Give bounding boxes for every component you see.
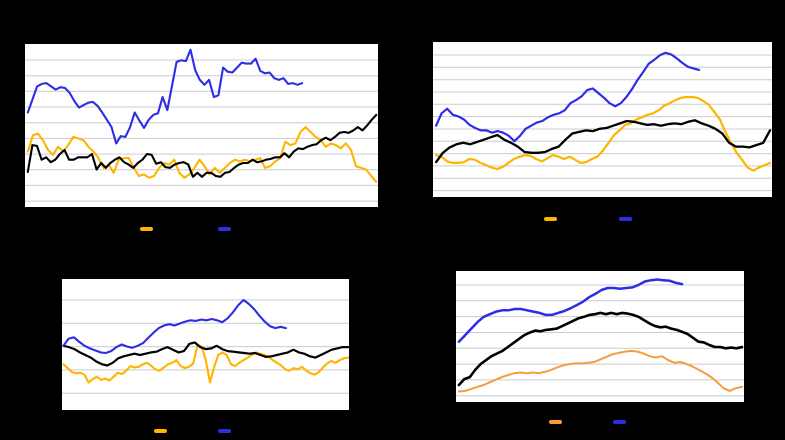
- legend-swatch-blue-top-left: [218, 227, 231, 231]
- series-blue-line: [62, 298, 287, 355]
- series-orange-line: [26, 126, 378, 183]
- legend-swatch-blue-bottom-left: [218, 429, 231, 433]
- legend-swatch-orange-top-right: [544, 217, 557, 221]
- series-black-line: [26, 113, 378, 178]
- series-blue-line: [457, 278, 684, 343]
- chart-top-right: [433, 42, 772, 197]
- chart-bottom-right: [456, 271, 744, 402]
- series-orange-line: [62, 344, 349, 384]
- chart-bottom-left: [62, 279, 349, 410]
- series-orange-line: [457, 349, 743, 393]
- legend-swatch-orange-bottom-left: [154, 429, 167, 433]
- legend-swatch-orange-top-left: [140, 227, 153, 231]
- legend-swatch-blue-bottom-right: [613, 420, 626, 424]
- chart-top-left: [25, 44, 378, 207]
- plot-area-bottom-right: [456, 278, 744, 397]
- plot-area-top-left: [25, 48, 378, 202]
- series-black-line: [457, 311, 744, 387]
- series-black-line: [434, 119, 772, 164]
- series-blue-line: [26, 48, 304, 145]
- legend-swatch-blue-top-right: [619, 217, 632, 221]
- plot-area-bottom-left: [62, 298, 349, 394]
- series-black-line: [62, 341, 349, 367]
- legend-swatch-orange-bottom-right: [549, 420, 562, 424]
- series-orange-line: [434, 95, 772, 172]
- plot-area-top-right: [433, 51, 772, 192]
- series-blue-line: [434, 51, 701, 143]
